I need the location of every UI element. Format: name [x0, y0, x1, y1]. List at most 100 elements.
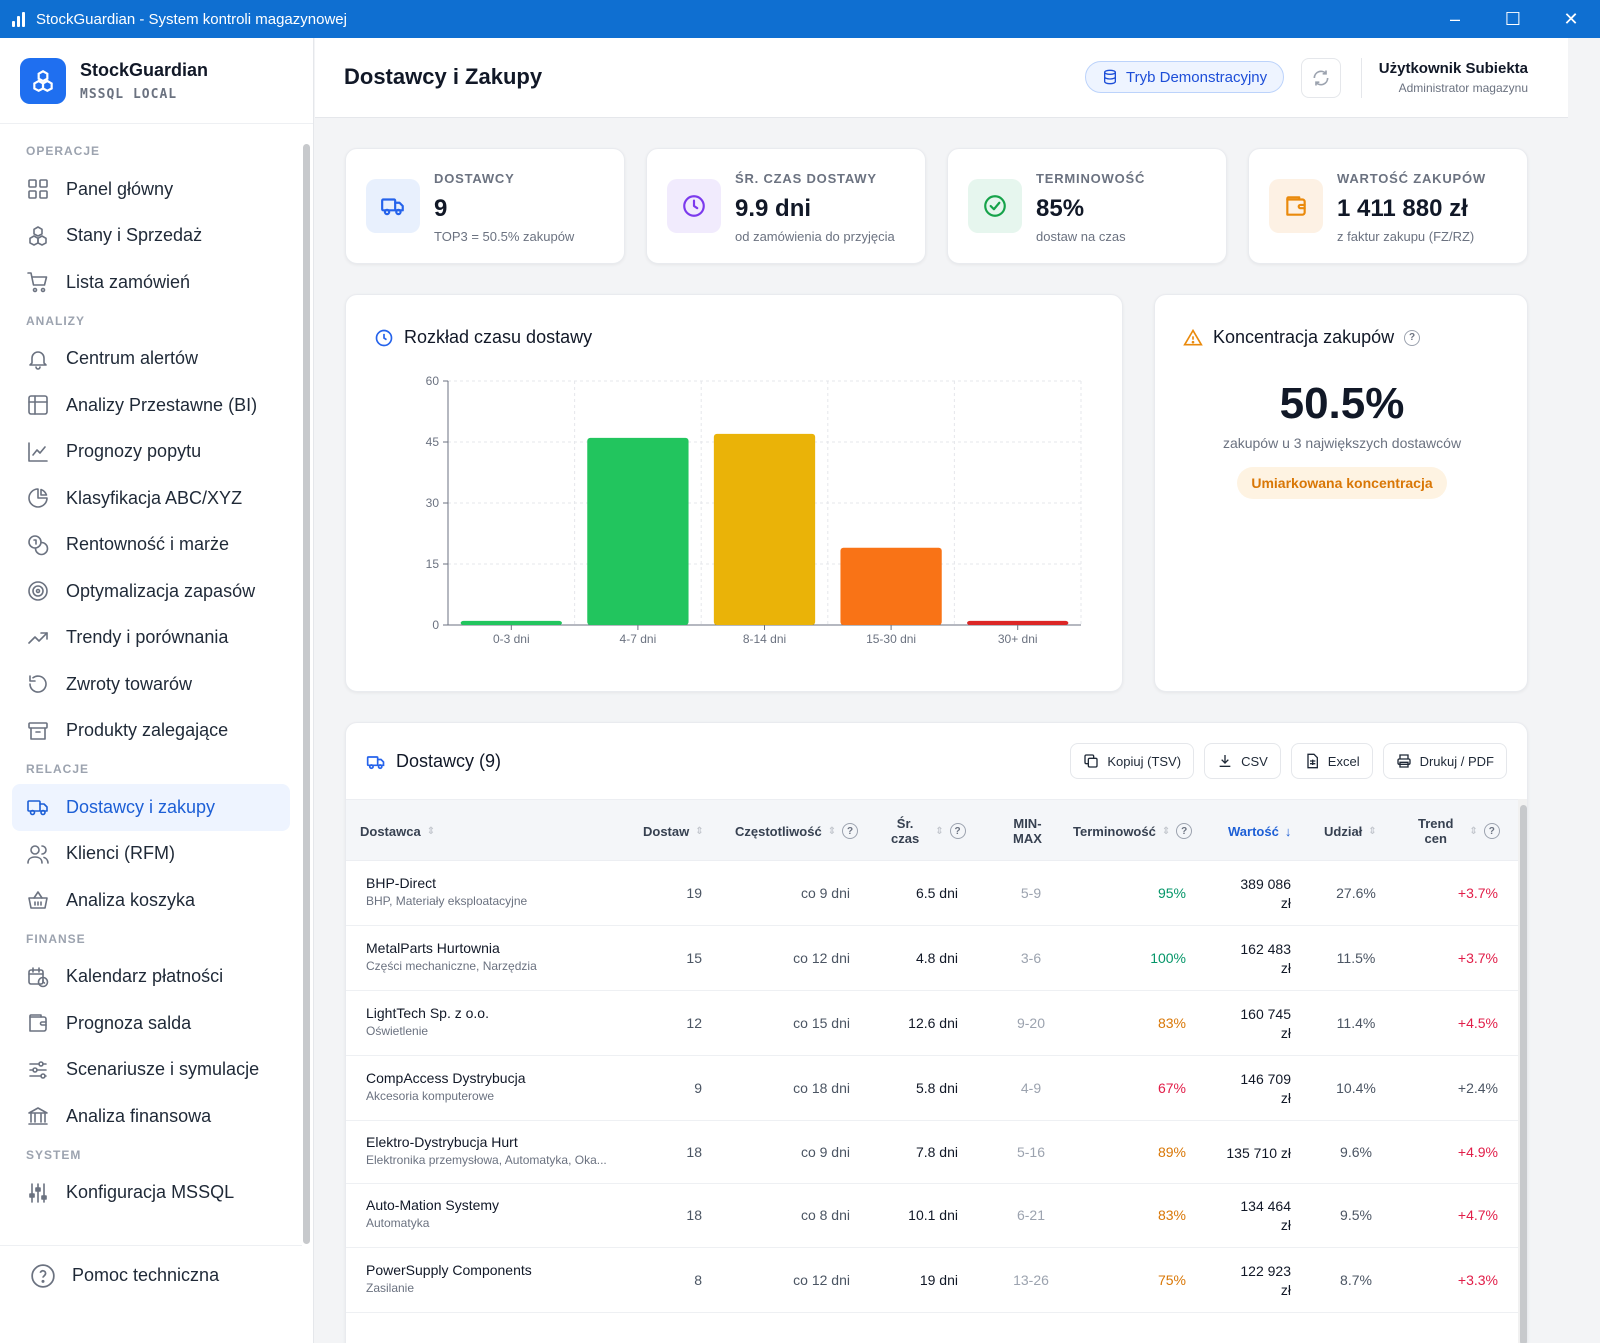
sidebar-item-bell[interactable]: Centrum alertów — [12, 336, 290, 383]
info-icon[interactable]: ? — [1483, 823, 1500, 839]
avg-time-value: 10.1 dni — [908, 1207, 958, 1223]
wallet-icon — [26, 1011, 50, 1035]
sidebar-item-label: Stany i Sprzedaż — [66, 225, 203, 246]
sidebar-item-undo[interactable]: Zwroty towarów — [12, 661, 290, 708]
print-pdf-button[interactable]: Drukuj / PDF — [1382, 743, 1507, 779]
table-row[interactable]: MetalParts Hurtownia Części mechaniczne,… — [346, 926, 1518, 991]
sidebar-item-label: Kalendarz płatności — [66, 966, 224, 987]
supplier-category: Zasilanie — [366, 1280, 415, 1295]
sidebar-item-basket[interactable]: Analiza koszyka — [12, 877, 290, 924]
supplier-cell: LightTech Sp. z o.o. Oświetlenie — [366, 1005, 489, 1038]
help-link[interactable]: Pomoc techniczna — [0, 1245, 302, 1305]
table-row[interactable]: BHP-Direct BHP, Materiały eksploatacyjne… — [346, 861, 1518, 926]
window-titlebar: StockGuardian - System kontroli magazyno… — [0, 0, 1600, 38]
info-icon[interactable]: ? — [1404, 329, 1421, 346]
share-value: 10.4% — [1336, 1079, 1376, 1096]
col-frequency[interactable]: Częstotliwość ⇕? — [735, 800, 859, 862]
concentration-subtitle: zakupów u 3 największych dostawców — [1222, 435, 1462, 451]
purchase-value-amount: 135 710 zł — [1226, 1144, 1291, 1161]
sidebar-item-truck[interactable]: Dostawcy i zakupy — [12, 784, 290, 831]
sidebar-item-calendar-clock[interactable]: Kalendarz płatności — [12, 954, 290, 1001]
user-name: Użytkownik Subiekta — [1378, 60, 1528, 77]
close-button[interactable]: ✕ — [1563, 8, 1579, 29]
info-icon[interactable]: ? — [842, 823, 859, 839]
supplier-name[interactable]: MetalParts Hurtownia — [366, 939, 500, 956]
sidebar-item-grid[interactable]: Panel główny — [12, 166, 290, 213]
sidebar-item-settings-sliders[interactable]: Konfiguracja MSSQL — [12, 1170, 290, 1217]
sort-icon: ⇕ — [1161, 825, 1171, 837]
csv-button[interactable]: CSV — [1204, 743, 1281, 779]
minmax-value: 13-26 — [1013, 1271, 1049, 1288]
info-icon[interactable]: ? — [1176, 823, 1193, 839]
supplier-name[interactable]: Elektro-Dystrybucja Hurt — [366, 1133, 518, 1150]
supplier-category: BHP, Materiały eksploatacyjne — [366, 893, 528, 908]
table-row[interactable]: Elektro-Dystrybucja Hurt Elektronika prz… — [346, 1121, 1518, 1184]
maximize-button[interactable]: ☐ — [1504, 8, 1522, 29]
purchase-value-amount: 122 923 — [1240, 1262, 1291, 1279]
supplier-name[interactable]: Auto-Mation Systemy — [366, 1197, 500, 1213]
supplier-name[interactable]: CompAccess Dystrybucja — [366, 1069, 526, 1086]
trending-icon — [26, 626, 50, 650]
price-trend-value: +4.7% — [1457, 1207, 1498, 1223]
share-value: 27.6% — [1336, 884, 1376, 901]
sidebar-item-table[interactable]: Analizy Przestawne (BI) — [12, 382, 290, 429]
refresh-button[interactable] — [1301, 58, 1341, 98]
sidebar-item-line-chart[interactable]: Prognozy popytu — [12, 429, 290, 476]
supplier-name[interactable]: PowerSupply Components — [366, 1261, 532, 1278]
sidebar-item-boxes[interactable]: Stany i Sprzedaż — [12, 213, 290, 260]
purchase-value-currency: zł — [1280, 1089, 1291, 1106]
bank-icon — [26, 1104, 50, 1128]
supplier-name[interactable]: BHP-Direct — [366, 874, 437, 891]
brand-db: MSSQL LOCAL — [80, 86, 178, 102]
sidebar-item-bank[interactable]: Analiza finansowa — [12, 1093, 290, 1140]
csv-label: CSV — [1241, 753, 1268, 769]
table-scrollbar[interactable] — [1518, 799, 1527, 1343]
stat-card: WARTOŚĆ ZAKUPÓW 1 411 880 zł z faktur za… — [1248, 148, 1528, 264]
supplier-name[interactable]: LightTech Sp. z o.o. — [366, 1004, 489, 1021]
user-info[interactable]: Użytkownik Subiekta Administrator magazy… — [1379, 60, 1528, 95]
sidebar-item-pie[interactable]: Klasyfikacja ABC/XYZ — [12, 475, 290, 522]
sidebar-item-users[interactable]: Klienci (RFM) — [12, 831, 290, 878]
table-row[interactable]: LightTech Sp. z o.o. Oświetlenie 12 co 1… — [346, 991, 1518, 1056]
col-on-time[interactable]: Terminowość ⇕? — [1073, 800, 1193, 862]
table-scrollbar-thumb[interactable] — [1520, 805, 1527, 1343]
supplier-category: Części mechaniczne, Narzędzia — [366, 958, 537, 973]
sidebar-item-trending[interactable]: Trendy i porównania — [12, 615, 290, 662]
col-minmax[interactable]: MIN- MAX — [1013, 800, 1042, 862]
avg-time-value: 4.8 dni — [915, 949, 958, 966]
sidebar-scrollbar[interactable] — [303, 144, 310, 1244]
help-label: Pomoc techniczna — [72, 1265, 220, 1285]
sidebar: StockGuardian MSSQL LOCAL OPERACJE Panel… — [0, 38, 314, 1343]
col-deliveries[interactable]: Dostaw ⇕ — [643, 800, 704, 862]
info-icon[interactable]: ? — [949, 823, 966, 839]
excel-button[interactable]: Excel — [1290, 743, 1373, 779]
deliveries-count: 18 — [686, 1207, 702, 1223]
x-tick-label: 30+ dni — [998, 632, 1038, 646]
table-row[interactable]: CompAccess Dystrybucja Akcesoria kompute… — [346, 1056, 1518, 1121]
x-tick-label: 4-7 dni — [620, 632, 657, 646]
spreadsheet-icon — [1307, 753, 1318, 769]
sidebar-item-cart[interactable]: Lista zamówień — [12, 259, 290, 306]
brand-name: StockGuardian — [80, 59, 209, 80]
col-price-trend[interactable]: Trend cen ⇕? — [1418, 800, 1500, 862]
download-icon — [1219, 755, 1231, 767]
stat-label: WARTOŚĆ ZAKUPÓW — [1337, 171, 1486, 186]
col-supplier[interactable]: Dostawca ⇕ — [360, 800, 435, 862]
minmax-value: 9-20 — [1016, 1014, 1046, 1031]
demo-mode-badge[interactable]: Tryb Demonstracyjny — [1085, 61, 1285, 93]
col-value[interactable]: Wartość ↓ — [1228, 800, 1291, 862]
copy-tsv-button[interactable]: Kopiuj (TSV) — [1070, 743, 1195, 779]
col-share[interactable]: Udział ⇕ — [1324, 800, 1377, 862]
sidebar-item-target[interactable]: Optymalizacja zapasów — [12, 568, 290, 615]
table-row[interactable]: PowerSupply Components Zasilanie 8 co 12… — [346, 1248, 1518, 1313]
sort-icon: ⇕ — [827, 825, 837, 837]
target-icon — [26, 579, 50, 603]
minimize-button[interactable]: – — [1449, 8, 1460, 29]
price-trend-value: +3.7% — [1457, 949, 1498, 966]
sidebar-item-sliders[interactable]: Scenariusze i symulacje — [12, 1047, 290, 1094]
sidebar-item-archive[interactable]: Produkty zalegające — [12, 708, 290, 755]
sidebar-item-coins[interactable]: Rentowność i marże — [12, 522, 290, 569]
sidebar-item-wallet[interactable]: Prognoza salda — [12, 1000, 290, 1047]
table-row[interactable]: Auto-Mation Systemy Automatyka 18 co 8 d… — [346, 1184, 1518, 1248]
col-avg-time[interactable]: Śr. czas ⇕? — [891, 800, 966, 862]
